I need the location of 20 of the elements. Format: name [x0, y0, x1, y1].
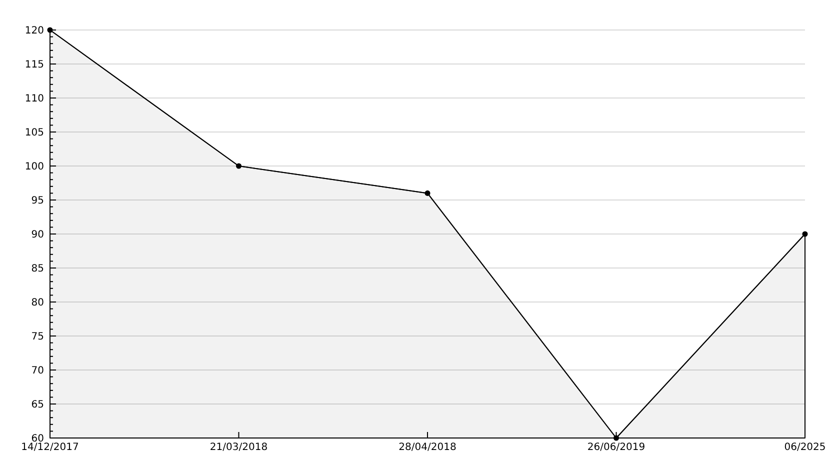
point — [424, 190, 430, 196]
y-tick-label: 85 — [31, 264, 44, 274]
x-tick-label: 21/03/2018 — [210, 442, 268, 453]
x-tick-label: 26/06/2019 — [587, 442, 646, 453]
x-tick-label: 28/04/2018 — [398, 442, 456, 453]
x-tick-label: 14/12/2017 — [21, 442, 79, 453]
y-tick-label: 75 — [31, 332, 44, 342]
y-tick-label: 100 — [24, 162, 44, 172]
y-tick-label: 70 — [31, 366, 44, 376]
y-tick-label: 95 — [31, 196, 44, 206]
point — [236, 163, 242, 169]
y-tick-label: 105 — [24, 128, 44, 138]
y-tick-label: 120 — [24, 26, 44, 36]
y-tick-label: 115 — [24, 60, 44, 70]
y-tick-label: 80 — [31, 298, 44, 308]
y-tick-label: 90 — [31, 230, 44, 240]
point — [802, 231, 808, 237]
x-tick-label: 06/2025 — [784, 442, 826, 453]
y-tick-label: 65 — [31, 400, 44, 410]
y-tick-label: 110 — [24, 94, 44, 104]
